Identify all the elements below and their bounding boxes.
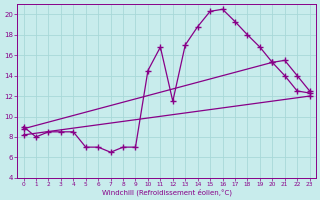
X-axis label: Windchill (Refroidissement éolien,°C): Windchill (Refroidissement éolien,°C) xyxy=(101,188,232,196)
